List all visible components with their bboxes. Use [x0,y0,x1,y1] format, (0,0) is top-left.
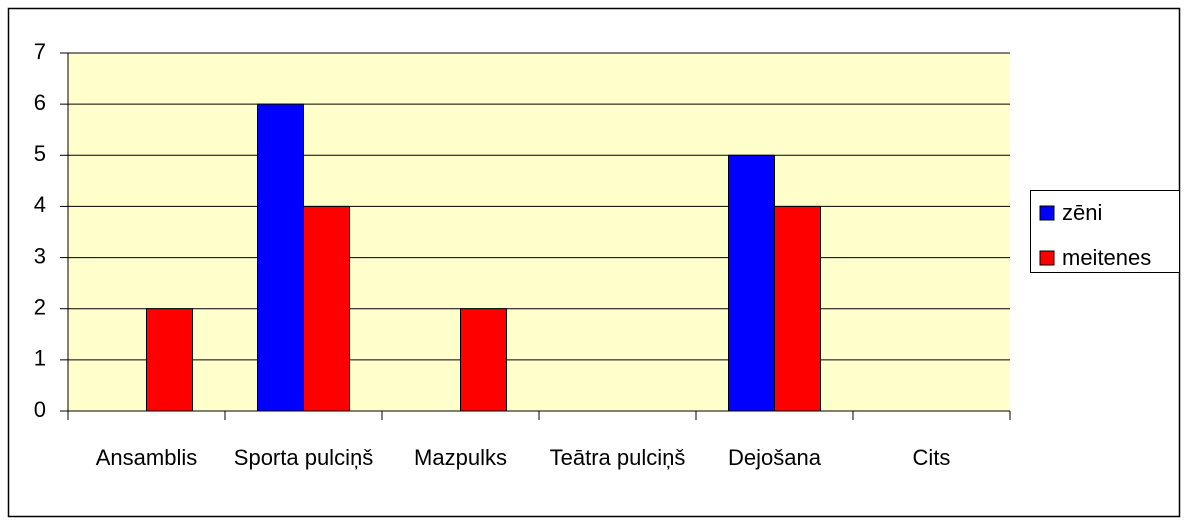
bar [460,308,507,412]
bar [774,205,821,412]
legend-box [1030,190,1180,273]
plot-area [68,53,1010,411]
x-tick-label: Teātra pulciņš [549,445,686,470]
bar [728,154,775,412]
bar [257,103,304,412]
x-tick-label: Dejošana [728,445,821,470]
y-tick-label: 6 [34,90,46,115]
y-tick-label: 0 [34,397,46,422]
legend-label: zēni [1062,200,1102,225]
x-tick-label: Ansamblis [95,445,198,470]
y-tick-label: 4 [34,192,46,217]
legend-swatch [1039,205,1055,221]
legend-label: meitenes [1062,245,1151,270]
legend-swatch [1039,250,1055,266]
x-tick-label: Sporta pulciņš [233,445,374,470]
bar [146,308,193,412]
y-tick-label: 5 [34,141,46,166]
x-tick-label: Cits [912,445,951,470]
y-tick-label: 2 [34,295,46,320]
y-tick-label: 3 [34,243,46,268]
x-tick-label: Mazpulks [414,445,507,470]
y-tick-label: 1 [34,346,46,371]
y-tick-label: 7 [34,39,46,64]
bar [303,205,350,412]
